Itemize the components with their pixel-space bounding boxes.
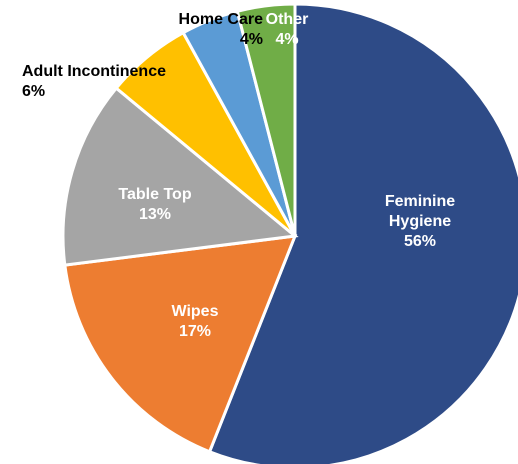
category-label: Other	[265, 11, 309, 28]
slice-label: Wipes 17%	[140, 302, 250, 342]
pie-slice	[235, 2, 297, 237]
category-label: Feminine Hygiene	[384, 193, 456, 230]
category-label: Wipes	[171, 303, 219, 320]
slice-label: Home Care 4%	[163, 10, 263, 50]
slice-label: Feminine Hygiene 56%	[365, 192, 475, 252]
value-label: 56%	[403, 233, 437, 250]
pie-slice	[63, 234, 298, 454]
value-label: 13%	[138, 206, 172, 223]
category-label: Adult Incontinence	[22, 63, 166, 80]
value-label: 4%	[239, 31, 263, 48]
category-label: Table Top	[118, 186, 192, 203]
pie-slice	[61, 86, 299, 267]
value-label: 17%	[178, 323, 212, 340]
slice-label: Adult Incontinence 6%	[22, 62, 172, 102]
value-label: 6%	[22, 83, 46, 100]
value-label: 4%	[275, 31, 299, 48]
pie-slice	[207, 2, 518, 464]
slice-label: Other 4%	[252, 10, 322, 50]
category-label: Home Care	[178, 11, 263, 28]
slice-label: Table Top 13%	[90, 185, 220, 225]
